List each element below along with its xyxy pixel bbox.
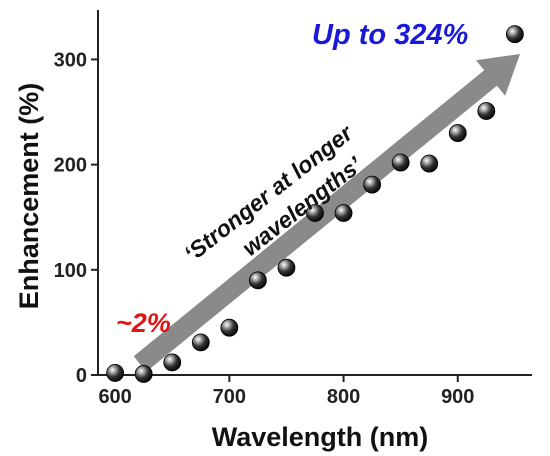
data-point bbox=[248, 271, 267, 290]
data-point bbox=[163, 353, 182, 372]
trend-arrow bbox=[133, 54, 520, 372]
data-point bbox=[134, 365, 153, 383]
data-point bbox=[106, 363, 125, 382]
annotation-approx-two: ~2% bbox=[116, 308, 171, 338]
data-point bbox=[420, 154, 439, 173]
annotation-up-to: Up to 324% bbox=[312, 19, 468, 51]
y-tick-label: 300 bbox=[54, 49, 87, 71]
data-point bbox=[363, 175, 382, 194]
x-tick-label: 700 bbox=[213, 386, 246, 408]
data-point bbox=[477, 102, 496, 120]
data-point bbox=[391, 153, 410, 172]
data-point bbox=[220, 318, 239, 337]
y-tick-label: 0 bbox=[76, 365, 87, 387]
y-axis-title: Enhancement (%) bbox=[14, 83, 44, 310]
x-tick-label: 600 bbox=[98, 386, 131, 408]
data-point bbox=[306, 204, 324, 222]
data-point bbox=[505, 25, 524, 44]
data-point bbox=[334, 204, 353, 222]
x-tick-label: 800 bbox=[327, 386, 360, 408]
x-axis-title: Wavelength (nm) bbox=[212, 422, 429, 452]
data-point bbox=[277, 258, 296, 277]
y-tick-label: 200 bbox=[54, 155, 87, 177]
data-point bbox=[448, 124, 467, 142]
y-tick-label: 100 bbox=[54, 260, 87, 282]
x-tick-label: 900 bbox=[441, 386, 474, 408]
data-point bbox=[191, 333, 210, 352]
